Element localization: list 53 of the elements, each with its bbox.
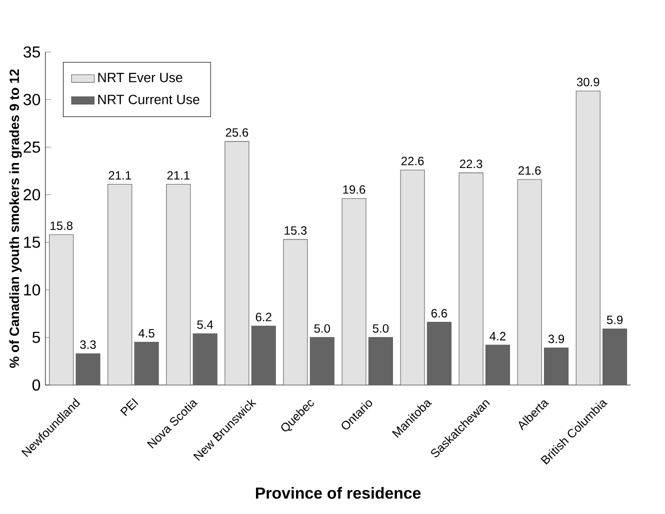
y-tick-label: 35 bbox=[24, 46, 40, 58]
data-label: 5.0 bbox=[314, 324, 330, 333]
data-label: 19.6 bbox=[343, 185, 366, 194]
bar bbox=[426, 322, 452, 385]
bar bbox=[76, 353, 100, 385]
bar bbox=[544, 348, 569, 385]
y-tick-label: 30 bbox=[24, 94, 40, 106]
data-label: 22.3 bbox=[460, 160, 482, 168]
bar bbox=[517, 179, 542, 385]
bar bbox=[166, 184, 191, 385]
legend-label: NRT Current Use bbox=[98, 94, 200, 104]
y-tick-label: 15 bbox=[24, 236, 40, 248]
y-tick-label: 10 bbox=[24, 284, 40, 296]
data-label: 4.5 bbox=[138, 329, 154, 338]
data-label: 22.6 bbox=[401, 156, 424, 166]
legend-label: NRT Ever Use bbox=[98, 72, 182, 82]
bar bbox=[368, 337, 393, 385]
bar bbox=[224, 141, 250, 385]
bar bbox=[49, 234, 74, 385]
bar bbox=[602, 328, 628, 385]
y-tick-label: 20 bbox=[24, 189, 40, 200]
data-label: 5.9 bbox=[606, 316, 623, 324]
bar bbox=[251, 326, 276, 385]
data-label: 21.6 bbox=[518, 166, 541, 175]
bar bbox=[400, 170, 425, 385]
data-label: 3.9 bbox=[548, 334, 564, 344]
data-label: 25.6 bbox=[226, 128, 248, 137]
data-label: 6.2 bbox=[256, 312, 272, 322]
bar bbox=[576, 90, 600, 385]
data-label: 21.1 bbox=[167, 171, 190, 180]
bar bbox=[283, 239, 308, 385]
bar bbox=[310, 337, 334, 385]
y-tick-label: 5 bbox=[32, 332, 40, 343]
data-label: 4.2 bbox=[490, 332, 506, 340]
data-label: 15.3 bbox=[284, 226, 307, 235]
data-label: 3.3 bbox=[80, 340, 96, 349]
bar bbox=[485, 344, 510, 385]
bar bbox=[192, 333, 218, 385]
data-label: 5.4 bbox=[197, 320, 214, 329]
bar bbox=[108, 184, 132, 385]
bar bbox=[342, 198, 366, 385]
y-tick-label: 0 bbox=[32, 379, 40, 391]
y-tick-label: 25 bbox=[24, 141, 40, 153]
y-axis-title: % of Canadian youth smokers in grades 9 to 12 bbox=[9, 69, 22, 368]
x-tick-label: PEI bbox=[120, 398, 138, 416]
data-label: 15.8 bbox=[50, 221, 72, 230]
data-label: 21.1 bbox=[108, 171, 131, 180]
data-label: 30.9 bbox=[576, 78, 600, 86]
bar bbox=[458, 172, 484, 385]
x-axis-title: Province of residence bbox=[256, 487, 421, 499]
data-label: 5.0 bbox=[372, 324, 389, 333]
bar bbox=[134, 342, 159, 385]
data-label: 6.6 bbox=[431, 308, 448, 318]
